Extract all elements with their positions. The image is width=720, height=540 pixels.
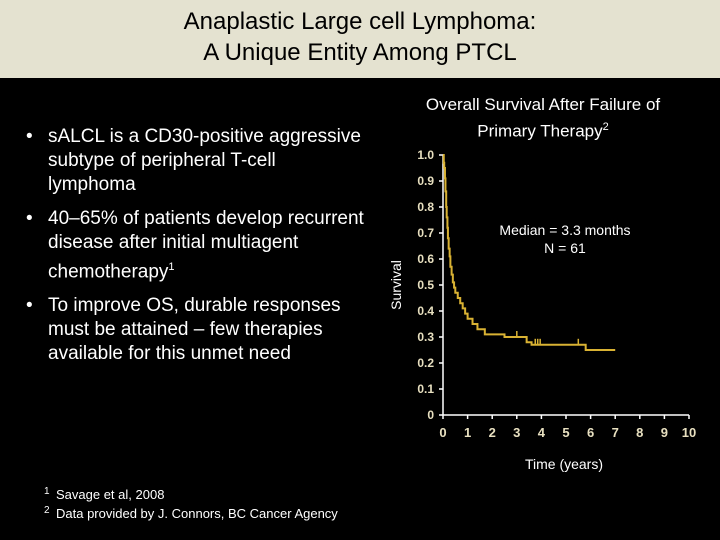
x-tick-label: 2 [489,425,496,440]
chart-title-footnote-ref: 2 [602,121,609,133]
footnote-text: Savage et al, 2008 [56,487,165,502]
y-tick-label: 0.4 [417,304,434,318]
survival-curve [442,154,616,351]
bullet-text: To improve OS, durable responses must be… [48,295,341,365]
x-tick-label: 6 [587,425,594,440]
footnote-marker: 1 [44,486,50,497]
y-tick-label: 0.2 [417,356,434,370]
median-text: Median = 3.3 months [499,222,631,238]
y-axis-title: Survival [388,260,404,310]
y-tick-label: 0.8 [417,200,434,214]
bullet-item: • To improve OS, durable responses must … [24,294,364,366]
footnote: 1 Savage et al, 2008 [44,485,338,504]
x-tick-label: 9 [661,425,668,440]
x-axis-title: Time (years) [525,456,603,472]
page-title: Anaplastic Large cell Lymphoma: A Unique… [0,6,720,68]
footnote-text: Data provided by J. Connors, BC Cancer A… [56,506,338,521]
footnote: 2 Data provided by J. Connors, BC Cancer… [44,504,338,523]
bullet-marker: • [26,126,33,147]
y-tick-label: 0.7 [417,226,434,240]
bullet-item: • 40–65% of patients develop recurrent d… [24,207,364,284]
x-tick-label: 8 [636,425,643,440]
bullet-marker: • [26,208,33,229]
title-band: Anaplastic Large cell Lymphoma: A Unique… [0,0,720,78]
bullet-list: • sALCL is a CD30-positive aggressive su… [24,125,364,376]
title-line-1: Anaplastic Large cell Lymphoma: [183,8,537,35]
median-annotation: Median = 3.3 months N = 61 [470,221,660,257]
y-tick-label: 1.0 [417,148,434,162]
bullet-item: • sALCL is a CD30-positive aggressive su… [24,125,364,197]
chart-title: Overall Survival After Failure of Primar… [398,94,688,143]
footnotes: 1 Savage et al, 2008 2 Data provided by … [44,485,338,523]
x-tick-label: 5 [562,425,569,440]
bullet-text: 40–65% of patients develop recurrent dis… [48,208,364,283]
y-tick-label: 0.6 [417,252,434,266]
x-tick-label: 10 [682,425,696,440]
x-tick-label: 4 [538,425,546,440]
y-tick-label: 0.9 [417,174,434,188]
x-tick-label: 3 [513,425,520,440]
x-tick-label: 0 [439,425,446,440]
title-line-2: A Unique Entity Among PTCL [203,39,517,66]
x-tick-label: 1 [464,425,471,440]
sample-size-text: N = 61 [544,240,586,256]
chart-title-text: Overall Survival After Failure of Primar… [425,95,661,141]
x-tick-label: 7 [612,425,619,440]
bullet-footnote-ref: 1 [168,261,175,273]
bullet-text: sALCL is a CD30-positive aggressive subt… [48,126,361,195]
footnote-marker: 2 [44,505,50,516]
y-tick-label: 0.5 [417,278,434,292]
y-tick-label: 0 [427,408,434,422]
y-tick-label: 0.3 [417,330,434,344]
bullet-marker: • [26,295,33,317]
y-tick-label: 0.1 [417,382,434,396]
